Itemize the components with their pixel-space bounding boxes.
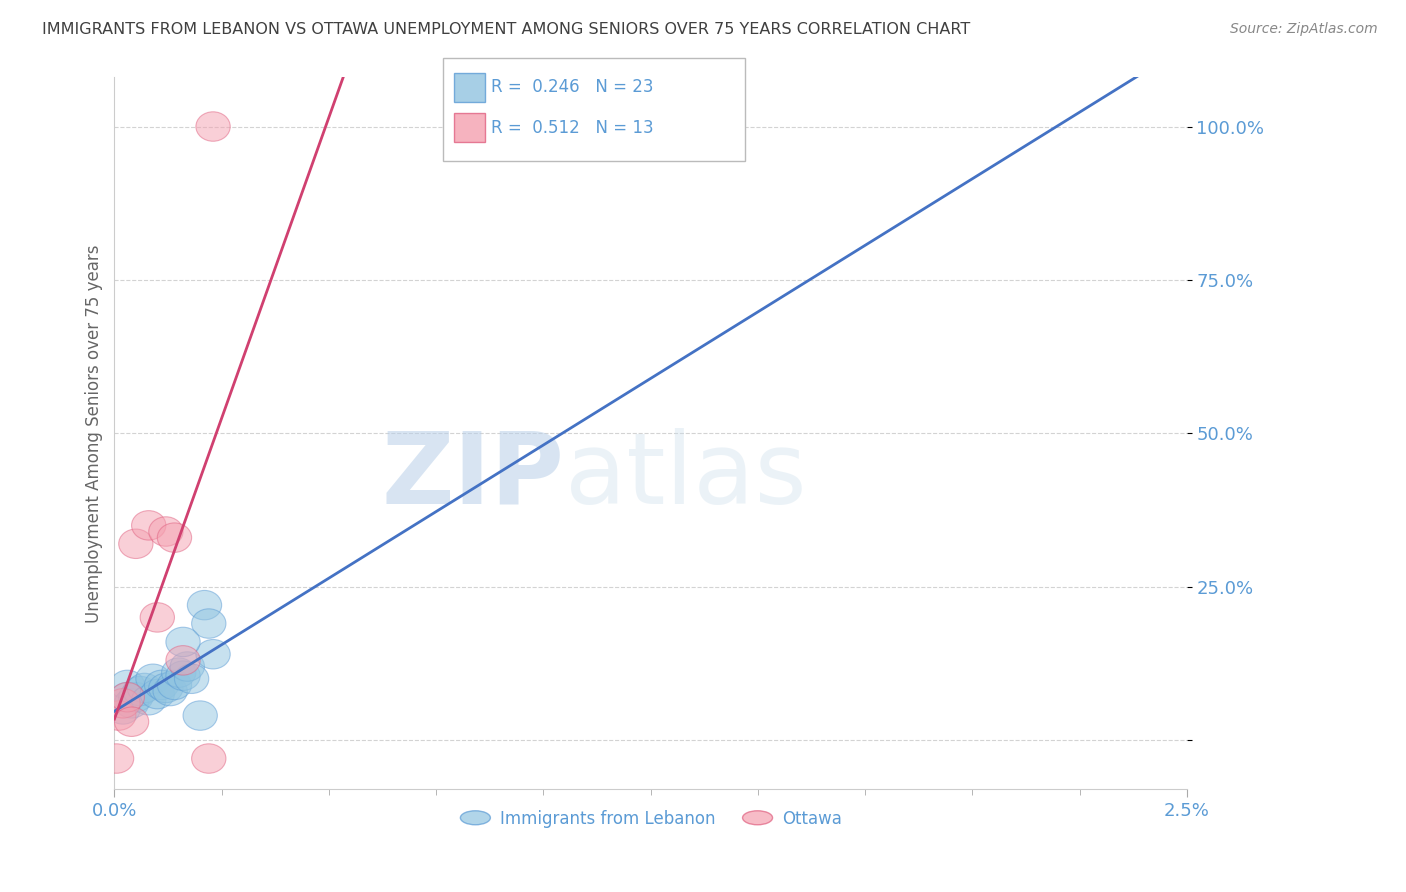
Ellipse shape — [149, 516, 183, 546]
Ellipse shape — [105, 695, 141, 724]
Y-axis label: Unemployment Among Seniors over 75 years: Unemployment Among Seniors over 75 years — [86, 244, 103, 623]
Ellipse shape — [191, 744, 226, 773]
Ellipse shape — [166, 646, 200, 675]
Ellipse shape — [110, 682, 145, 712]
Ellipse shape — [141, 603, 174, 632]
Ellipse shape — [141, 680, 174, 709]
Legend: Immigrants from Lebanon, Ottawa: Immigrants from Lebanon, Ottawa — [453, 803, 849, 834]
Ellipse shape — [195, 640, 231, 669]
Ellipse shape — [153, 676, 187, 706]
Ellipse shape — [149, 673, 183, 703]
Ellipse shape — [114, 707, 149, 737]
Ellipse shape — [118, 529, 153, 558]
Text: Source: ZipAtlas.com: Source: ZipAtlas.com — [1230, 22, 1378, 37]
Text: ZIP: ZIP — [382, 427, 565, 524]
Text: R =  0.512   N = 13: R = 0.512 N = 13 — [491, 119, 654, 136]
Ellipse shape — [170, 652, 204, 681]
Ellipse shape — [166, 661, 200, 690]
Ellipse shape — [162, 658, 195, 688]
Ellipse shape — [145, 670, 179, 699]
Text: IMMIGRANTS FROM LEBANON VS OTTAWA UNEMPLOYMENT AMONG SENIORS OVER 75 YEARS CORRE: IMMIGRANTS FROM LEBANON VS OTTAWA UNEMPL… — [42, 22, 970, 37]
Ellipse shape — [174, 664, 208, 693]
Ellipse shape — [122, 676, 157, 706]
Ellipse shape — [157, 523, 191, 552]
Ellipse shape — [183, 701, 218, 731]
Ellipse shape — [105, 689, 141, 718]
Ellipse shape — [100, 744, 134, 773]
Ellipse shape — [157, 670, 191, 699]
Ellipse shape — [114, 689, 149, 718]
Ellipse shape — [136, 664, 170, 693]
Ellipse shape — [191, 609, 226, 639]
Ellipse shape — [128, 673, 162, 703]
Ellipse shape — [195, 112, 231, 141]
Text: R =  0.246   N = 23: R = 0.246 N = 23 — [491, 78, 654, 96]
Ellipse shape — [101, 701, 136, 731]
Ellipse shape — [166, 627, 200, 657]
Ellipse shape — [118, 682, 153, 712]
Ellipse shape — [187, 591, 222, 620]
Ellipse shape — [132, 686, 166, 715]
Ellipse shape — [132, 510, 166, 540]
Ellipse shape — [110, 682, 145, 712]
Ellipse shape — [110, 670, 145, 699]
Text: atlas: atlas — [565, 427, 807, 524]
